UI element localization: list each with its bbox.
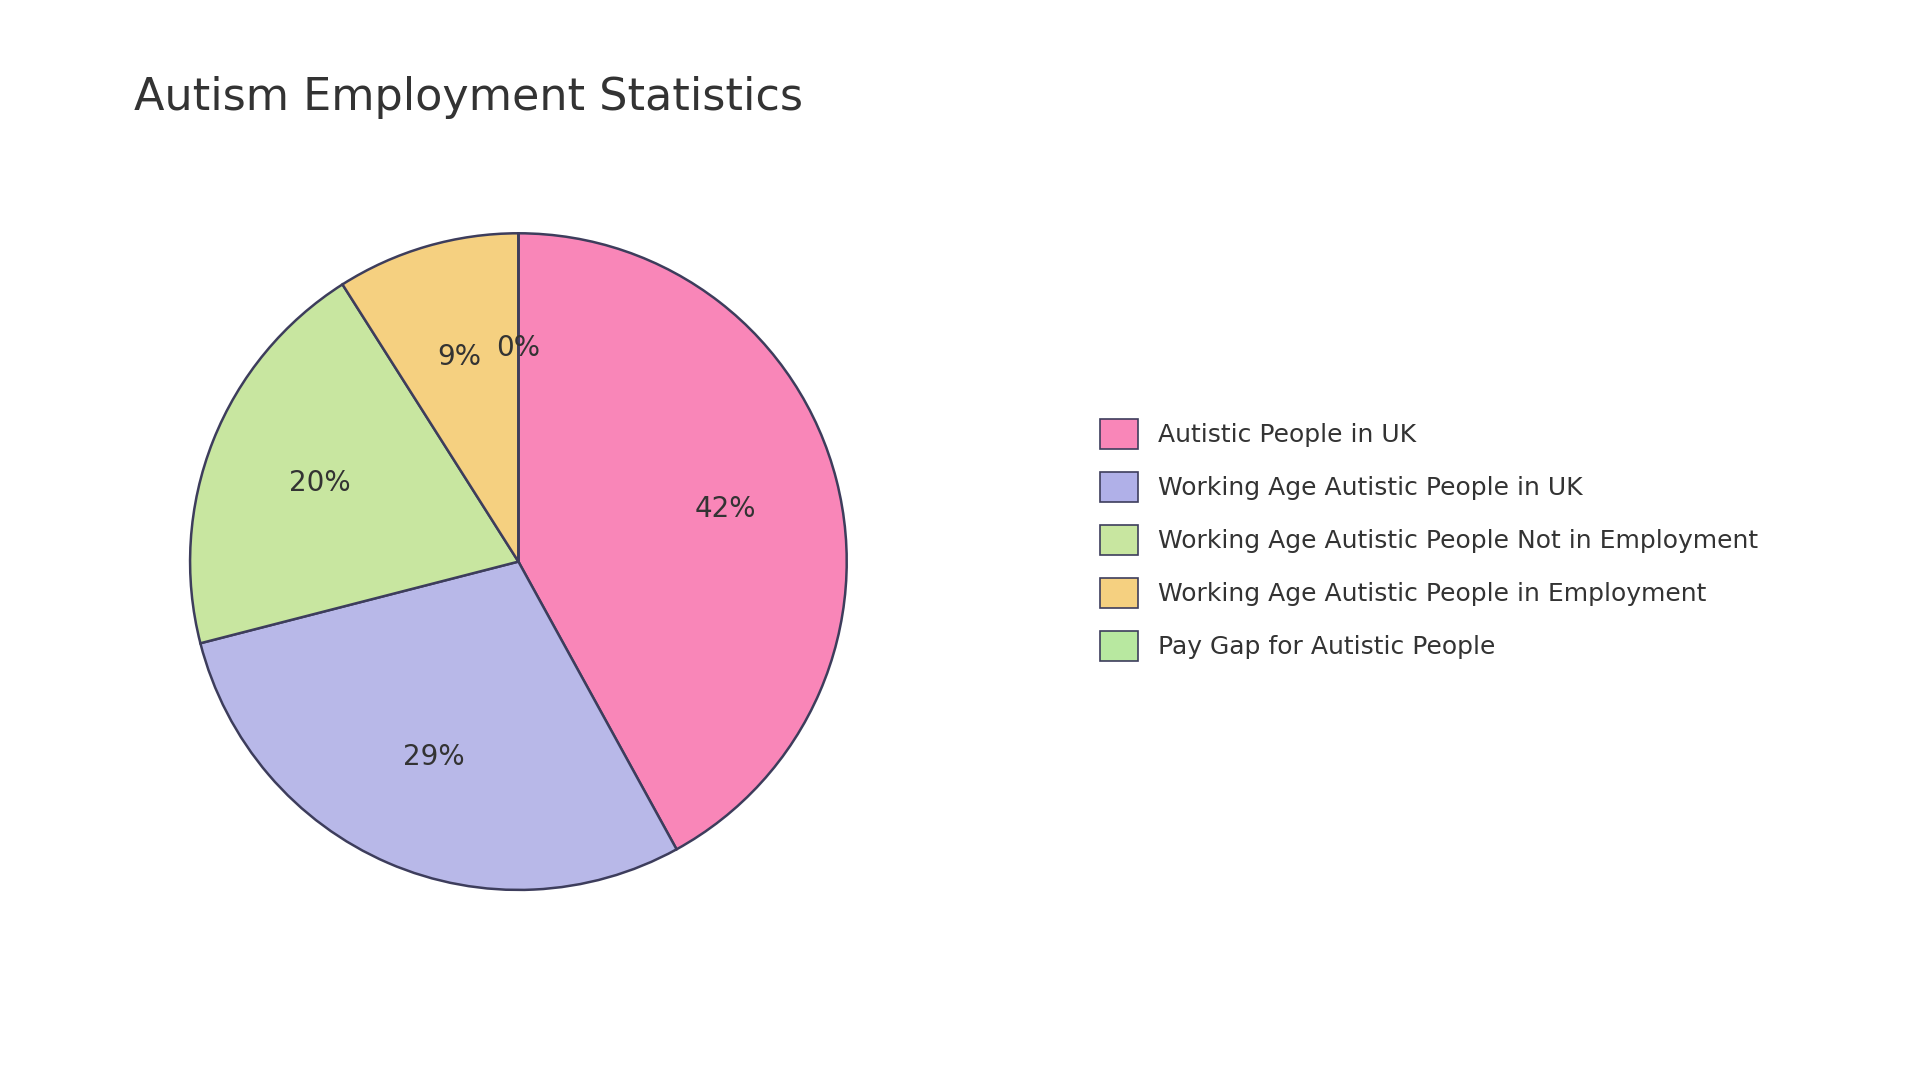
Text: 42%: 42% (695, 495, 756, 523)
Text: 20%: 20% (290, 469, 351, 497)
Wedge shape (518, 233, 847, 849)
Text: 0%: 0% (497, 334, 540, 362)
Wedge shape (200, 562, 676, 890)
Text: 9%: 9% (438, 342, 480, 370)
Wedge shape (190, 284, 518, 644)
Text: 29%: 29% (403, 743, 465, 771)
Text: Autism Employment Statistics: Autism Employment Statistics (134, 76, 803, 119)
Legend: Autistic People in UK, Working Age Autistic People in UK, Working Age Autistic P: Autistic People in UK, Working Age Autis… (1089, 406, 1770, 674)
Wedge shape (342, 233, 518, 562)
